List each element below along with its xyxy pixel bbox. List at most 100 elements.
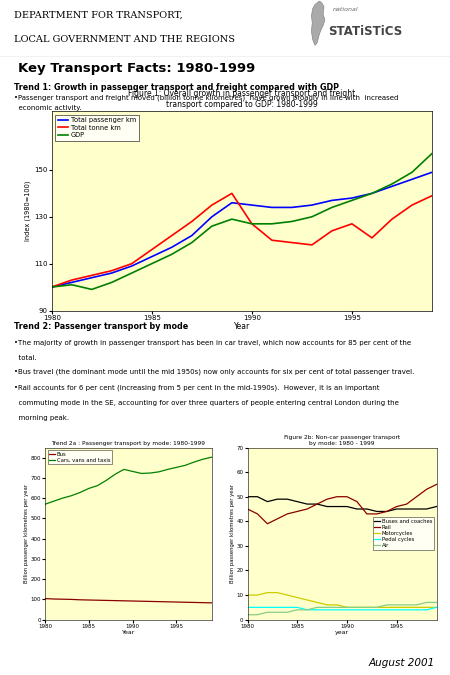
GDP: [389, 180, 395, 188]
Pedal cycles: [384, 605, 389, 614]
Bus: [174, 598, 179, 606]
Air: [414, 601, 419, 609]
Rail: [295, 508, 300, 516]
Air: [255, 611, 260, 619]
Buses and coaches: [324, 502, 330, 510]
Buses and coaches: [334, 502, 340, 510]
Text: Trend 2: Passenger transport by mode: Trend 2: Passenger transport by mode: [14, 322, 188, 331]
Pedal cycles: [315, 605, 320, 614]
Buses and coaches: [414, 505, 419, 513]
Cars, vans and taxis: [121, 465, 126, 473]
Pedal cycles: [334, 605, 340, 614]
Total passenger km: [249, 201, 255, 209]
Cars, vans and taxis: [130, 467, 135, 475]
Bus: [183, 598, 188, 606]
Motorcycles: [284, 591, 290, 599]
Motorcycles: [434, 603, 439, 612]
Rail: [344, 493, 350, 501]
Pedal cycles: [414, 605, 419, 614]
Total passenger km: [329, 196, 335, 205]
Rail: [424, 485, 429, 493]
Bus: [200, 599, 206, 607]
Line: GDP: GDP: [52, 153, 432, 290]
GDP: [189, 238, 194, 246]
Cars, vans and taxis: [165, 465, 171, 473]
Cars, vans and taxis: [209, 453, 214, 461]
Total passenger km: [309, 201, 315, 209]
Legend: Buses and coaches, Rail, Motorcycles, Pedal cycles, Air: Buses and coaches, Rail, Motorcycles, Pe…: [373, 518, 434, 549]
Buses and coaches: [424, 505, 429, 513]
Pedal cycles: [424, 605, 429, 614]
Rail: [414, 493, 419, 501]
Line: Rail: Rail: [248, 485, 436, 524]
Pedal cycles: [324, 605, 330, 614]
Text: morning peak.: morning peak.: [14, 414, 68, 421]
Buses and coaches: [354, 505, 360, 513]
GDP: [69, 281, 74, 289]
Buses and coaches: [384, 508, 389, 516]
Bus: [86, 596, 91, 604]
Bus: [104, 597, 109, 605]
Pedal cycles: [374, 605, 379, 614]
Pedal cycles: [305, 605, 310, 614]
Total passenger km: [169, 243, 175, 251]
Bus: [191, 598, 197, 606]
Motorcycles: [424, 603, 429, 612]
Total tonne km: [269, 236, 274, 244]
Buses and coaches: [394, 505, 400, 513]
Air: [394, 601, 400, 609]
Total tonne km: [209, 201, 215, 209]
Rail: [364, 510, 369, 518]
Air: [354, 603, 360, 612]
Rail: [324, 495, 330, 504]
Total passenger km: [89, 273, 94, 281]
Rail: [315, 500, 320, 508]
Line: Buses and coaches: Buses and coaches: [248, 497, 436, 512]
Total tonne km: [289, 238, 295, 246]
Title: Trend 2a : Passenger transport by mode: 1980-1999: Trend 2a : Passenger transport by mode: …: [51, 441, 205, 446]
Bus: [209, 599, 214, 607]
Total tonne km: [349, 220, 355, 228]
Pedal cycles: [274, 603, 280, 612]
Rail: [274, 515, 280, 523]
Cars, vans and taxis: [112, 470, 118, 479]
Buses and coaches: [305, 500, 310, 508]
Motorcycles: [265, 589, 270, 597]
Air: [265, 608, 270, 616]
Text: Trend 1: Growth in passenger transport and freight compared with GDP: Trend 1: Growth in passenger transport a…: [14, 83, 338, 92]
Text: •Bus travel (the dominant mode until the mid 1950s) now only accounts for six pe: •Bus travel (the dominant mode until the…: [14, 369, 414, 375]
Total passenger km: [389, 182, 395, 190]
Rail: [394, 502, 400, 510]
Cars, vans and taxis: [183, 461, 188, 469]
Line: Cars, vans and taxis: Cars, vans and taxis: [45, 457, 212, 504]
Title: Figure 2b: Non-car passenger transport
by mode: 1980 - 1999: Figure 2b: Non-car passenger transport b…: [284, 435, 400, 446]
Text: •Rail accounts for 6 per cent (increasing from 5 per cent in the mid-1990s).  Ho: •Rail accounts for 6 per cent (increasin…: [14, 385, 379, 391]
Text: total.: total.: [14, 355, 36, 361]
GDP: [149, 260, 154, 268]
Total tonne km: [49, 283, 54, 291]
Cars, vans and taxis: [174, 463, 179, 471]
Motorcycles: [334, 601, 340, 609]
X-axis label: Year: Year: [234, 322, 250, 331]
Pedal cycles: [394, 605, 400, 614]
Total passenger km: [209, 213, 215, 221]
Total passenger km: [109, 269, 114, 277]
Cars, vans and taxis: [156, 468, 162, 476]
Cars, vans and taxis: [68, 491, 74, 500]
Bus: [42, 595, 48, 603]
Bus: [165, 598, 171, 606]
Air: [344, 603, 350, 612]
Bus: [112, 597, 118, 605]
Cars, vans and taxis: [51, 497, 56, 505]
Text: commuting mode in the SE, accounting for over three quarters of people entering : commuting mode in the SE, accounting for…: [14, 400, 398, 406]
Legend: Total passenger km, Total tonne km, GDP: Total passenger km, Total tonne km, GDP: [55, 115, 139, 140]
Rail: [334, 493, 340, 501]
Total tonne km: [410, 201, 415, 209]
Motorcycles: [324, 601, 330, 609]
Line: Pedal cycles: Pedal cycles: [248, 608, 436, 610]
Pedal cycles: [255, 603, 260, 612]
X-axis label: year: year: [335, 630, 349, 635]
Text: •The majority of growth in passenger transport has been in car travel, which now: •The majority of growth in passenger tra…: [14, 340, 410, 346]
Cars, vans and taxis: [104, 477, 109, 485]
Air: [245, 611, 250, 619]
